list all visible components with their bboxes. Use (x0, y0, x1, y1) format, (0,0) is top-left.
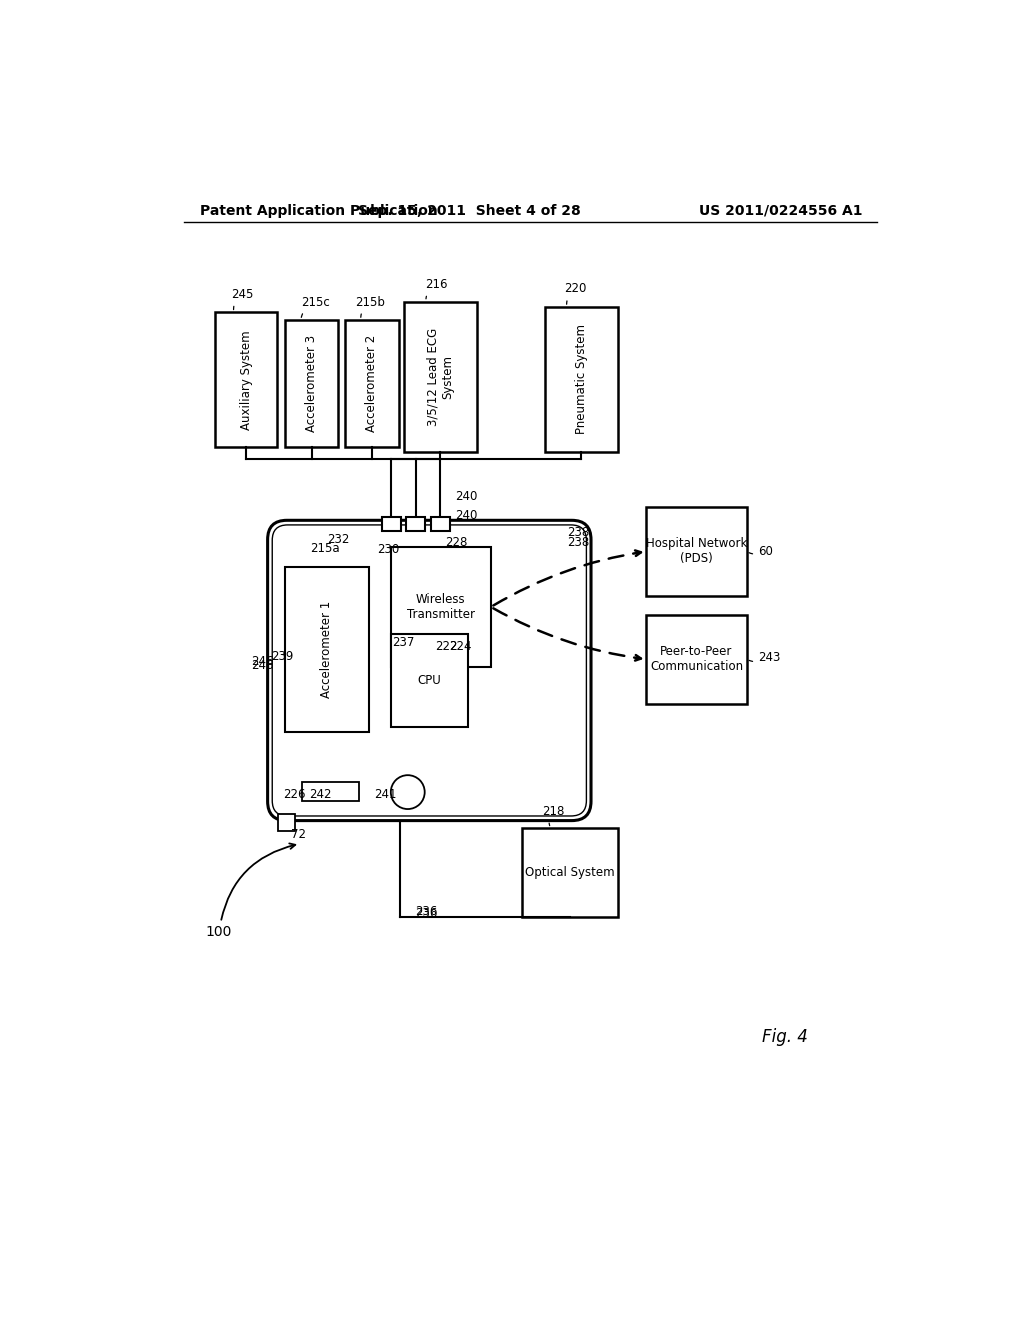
Text: CPU: CPU (418, 675, 441, 686)
Text: 242: 242 (309, 788, 332, 801)
Text: 3/5/12 Lead ECG
System: 3/5/12 Lead ECG System (426, 327, 455, 426)
Text: 232: 232 (327, 533, 349, 546)
FancyBboxPatch shape (267, 520, 591, 821)
Bar (391, 635, 468, 726)
Text: Auxiliary System: Auxiliary System (240, 330, 253, 429)
Bar (391, 548, 490, 667)
Bar (345, 321, 398, 447)
Text: 216: 216 (425, 277, 447, 298)
Text: 237: 237 (392, 636, 415, 649)
Text: 100: 100 (206, 843, 295, 940)
Bar (215, 313, 276, 447)
Text: US 2011/0224556 A1: US 2011/0224556 A1 (698, 203, 862, 218)
Bar (285, 566, 370, 733)
Text: 230: 230 (377, 544, 399, 557)
Text: 236: 236 (416, 906, 438, 919)
Text: 222: 222 (435, 640, 457, 652)
Text: 240: 240 (456, 508, 478, 521)
Text: Accelerometer 1: Accelerometer 1 (321, 601, 334, 698)
Bar (382, 517, 400, 531)
Circle shape (391, 775, 425, 809)
Text: Fig. 4: Fig. 4 (762, 1028, 808, 1047)
Bar (301, 781, 359, 801)
Text: 236: 236 (416, 907, 438, 920)
Text: 72: 72 (291, 829, 306, 841)
Text: 60: 60 (749, 545, 773, 557)
Text: 215b: 215b (355, 296, 385, 317)
Text: 240: 240 (456, 490, 478, 503)
Text: Pneumatic System: Pneumatic System (574, 325, 588, 434)
Text: 215a: 215a (310, 543, 340, 554)
Text: 226: 226 (283, 788, 305, 801)
Text: 245: 245 (230, 288, 253, 310)
Bar (545, 308, 617, 451)
Text: 246: 246 (252, 655, 274, 668)
Bar (431, 517, 451, 531)
Text: 228: 228 (444, 536, 467, 549)
Text: Peer-to-Peer
Communication: Peer-to-Peer Communication (650, 645, 743, 673)
Text: Wireless
Transmitter: Wireless Transmitter (407, 593, 475, 620)
Text: 224: 224 (450, 640, 472, 652)
Text: 238: 238 (567, 536, 590, 549)
Bar (521, 829, 617, 917)
Text: Optical System: Optical System (525, 866, 614, 879)
Text: Patent Application Publication: Patent Application Publication (200, 203, 437, 218)
Text: Accelerometer 3: Accelerometer 3 (305, 335, 318, 432)
Bar (403, 302, 477, 451)
Text: 243: 243 (750, 651, 780, 664)
Bar (646, 507, 746, 595)
Text: Accelerometer 2: Accelerometer 2 (366, 335, 378, 432)
Text: Sep. 15, 2011  Sheet 4 of 28: Sep. 15, 2011 Sheet 4 of 28 (358, 203, 581, 218)
Text: 246: 246 (252, 659, 274, 672)
Text: 218: 218 (542, 804, 564, 826)
Text: 241: 241 (374, 788, 396, 801)
Text: Hospital Network
(PDS): Hospital Network (PDS) (646, 537, 748, 565)
Text: 238: 238 (567, 527, 590, 540)
Text: 220: 220 (564, 282, 587, 304)
Text: 239: 239 (270, 649, 293, 663)
Bar (279, 814, 295, 832)
Bar (407, 517, 425, 531)
FancyBboxPatch shape (272, 525, 587, 816)
Bar (646, 615, 746, 704)
Bar (285, 321, 339, 447)
Text: 215c: 215c (301, 296, 331, 317)
